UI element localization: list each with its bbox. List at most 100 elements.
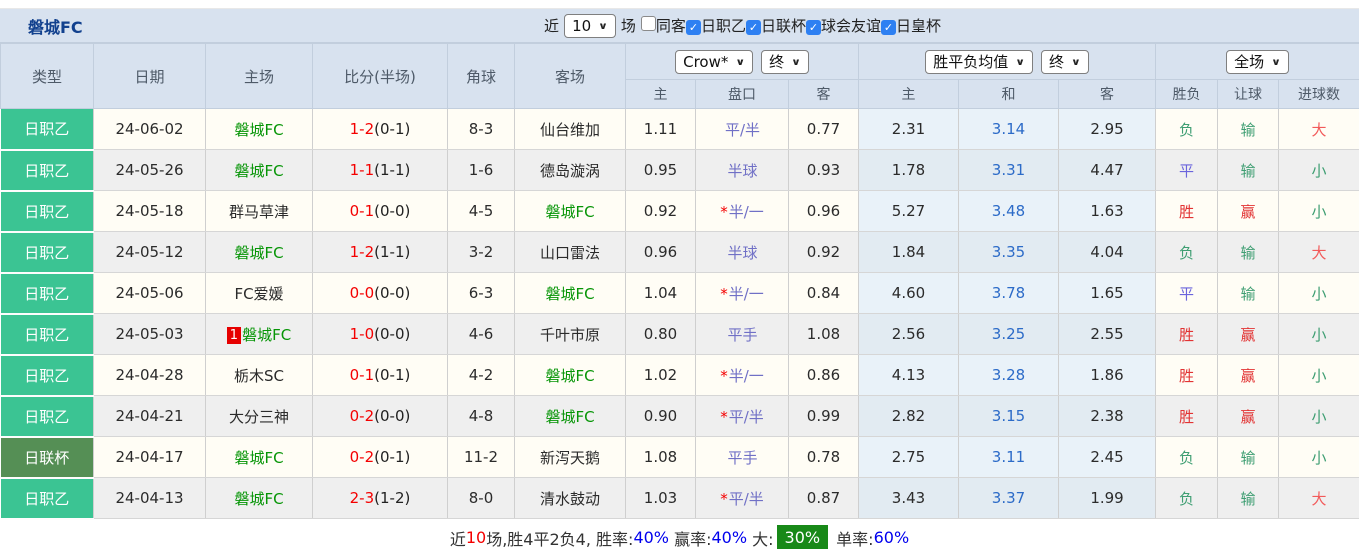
table-row: 日职乙 24-05-26 磐城FC 1-1(1-1) 1-6 德岛漩涡 0.95…	[0, 149, 1359, 192]
summary-segment: 近	[449, 529, 466, 549]
checkbox-label-球会友谊[interactable]: 球会友谊	[820, 17, 881, 35]
home-team-name[interactable]: 磐城FC	[234, 243, 284, 262]
match-count-value: 10	[572, 16, 592, 35]
avg-home-odds: 5.27	[858, 190, 959, 232]
score-cell: 1-1(1-1)	[312, 149, 448, 191]
result-wdl: 胜	[1155, 190, 1219, 232]
home-team-name[interactable]: FC爱媛	[234, 284, 284, 303]
result-handicap: 输	[1217, 436, 1280, 478]
bookmaker-select[interactable]: Crow* ∨	[675, 49, 754, 74]
line-change-star: *	[720, 407, 728, 426]
checkbox-日联杯[interactable]: ✓	[745, 20, 761, 35]
away-team-name[interactable]: 磐城FC	[545, 407, 595, 426]
away-team-name[interactable]: 新泻天鹅	[539, 448, 600, 467]
chevron-down-icon: ∨	[1271, 55, 1281, 68]
result-handicap: 赢	[1217, 354, 1280, 396]
avg-odds-select[interactable]: 胜平负均值 ∨	[925, 49, 1034, 74]
checkbox-label-日皇杯[interactable]: 日皇杯	[895, 17, 941, 35]
full-time-score: 0-1	[349, 202, 375, 220]
col-header-home: 主场	[205, 43, 313, 109]
line-change-star: *	[720, 202, 728, 221]
full-time-score: 2-3	[349, 489, 375, 507]
avg-home-odds: 2.75	[858, 436, 959, 478]
chevron-down-icon: ∨	[598, 19, 608, 32]
score-cell: 0-1(0-1)	[312, 354, 448, 396]
odds-away: 0.77	[788, 108, 859, 150]
home-team-cell: 磐城FC	[205, 149, 313, 191]
odds-away: 0.87	[788, 477, 859, 519]
league-type-badge: 日职乙	[0, 190, 94, 233]
odds-line-cell: 平/半	[695, 108, 789, 150]
away-team-name[interactable]: 磐城FC	[545, 366, 595, 385]
odds-line-cell: 平手	[695, 313, 789, 355]
half-time-score: (0-0)	[374, 325, 411, 343]
odds-line-cell: 半球	[695, 231, 789, 273]
line-change-star: *	[720, 489, 728, 508]
chevron-down-icon: ∨	[1015, 55, 1026, 68]
corner-count: 4-8	[447, 395, 515, 437]
home-team-cell: 栃木SC	[205, 354, 313, 396]
home-team-name[interactable]: 磐城FC	[242, 325, 292, 344]
away-team-name[interactable]: 磐城FC	[545, 284, 595, 303]
away-team-name[interactable]: 清水鼓动	[539, 489, 600, 508]
away-team-name[interactable]: 磐城FC	[545, 202, 595, 221]
avg-away-odds: 2.38	[1058, 395, 1157, 437]
away-team-name[interactable]: 千叶市原	[539, 325, 600, 344]
half-time-score: (0-0)	[374, 202, 411, 220]
away-team-cell: 磐城FC	[514, 190, 626, 232]
odds-home: 1.08	[625, 436, 696, 478]
away-team-name[interactable]: 德岛漩涡	[539, 161, 600, 180]
home-team-name[interactable]: 群马草津	[228, 202, 289, 221]
corner-count: 1-6	[447, 149, 515, 191]
checkbox-label-日职乙[interactable]: 日职乙	[700, 17, 746, 35]
home-team-name[interactable]: 大分三神	[228, 407, 289, 426]
result-wdl: 胜	[1155, 313, 1219, 355]
odds-time-select[interactable]: 终 ∨	[761, 49, 809, 74]
avg-time-select[interactable]: 终 ∨	[1041, 49, 1089, 74]
scope-select[interactable]: 全场 ∨	[1226, 49, 1289, 74]
full-time-score: 1-2	[349, 243, 375, 261]
avg-away-odds: 2.95	[1058, 108, 1157, 150]
full-time-score: 1-1	[349, 161, 375, 179]
home-team-name[interactable]: 磐城FC	[234, 448, 284, 467]
home-team-cell: FC爱媛	[205, 272, 313, 314]
away-team-cell: 德岛漩涡	[514, 149, 626, 191]
result-goals: 大	[1278, 108, 1359, 150]
odds-line-cell: 平手	[695, 436, 789, 478]
summary-segment: 60%	[873, 528, 910, 547]
half-time-score: (0-0)	[374, 284, 411, 302]
checkbox-日职乙[interactable]: ✓	[685, 20, 701, 35]
result-goals: 小	[1278, 190, 1359, 232]
checkbox-label-同客[interactable]: 同客	[655, 17, 686, 35]
away-team-cell: 千叶市原	[514, 313, 626, 355]
home-team-name[interactable]: 磐城FC	[234, 120, 284, 139]
full-time-score: 0-1	[349, 366, 375, 384]
half-time-score: (0-1)	[374, 448, 411, 466]
checkbox-日皇杯[interactable]: ✓	[880, 20, 896, 35]
checkbox-label-日联杯[interactable]: 日联杯	[760, 17, 806, 35]
match-date: 24-04-21	[93, 395, 206, 437]
home-team-name[interactable]: 磐城FC	[234, 489, 284, 508]
match-date: 24-04-13	[93, 477, 206, 519]
home-team-name[interactable]: 磐城FC	[234, 161, 284, 180]
home-team-cell: 磐城FC	[205, 231, 313, 273]
handicap-line: 平手	[727, 448, 758, 467]
away-team-name[interactable]: 山口雷法	[539, 243, 600, 262]
checkbox-同客[interactable]	[640, 16, 656, 31]
half-time-score: (0-0)	[374, 407, 411, 425]
half-time-score: (1-1)	[374, 161, 411, 179]
chevron-down-icon: ∨	[735, 55, 746, 68]
col-header-score: 比分(半场)	[312, 43, 448, 109]
away-team-name[interactable]: 仙台维加	[539, 120, 600, 139]
odds-line-cell: *平/半	[695, 395, 789, 437]
home-team-name[interactable]: 栃木SC	[234, 366, 284, 385]
corner-count: 8-3	[447, 108, 515, 150]
match-count-select[interactable]: 10 ∨	[564, 13, 616, 38]
summary-segment: 40%	[633, 528, 669, 547]
checkbox-球会友谊[interactable]: ✓	[805, 20, 821, 35]
handicap-line: 半球	[727, 243, 758, 262]
handicap-line: 半球	[727, 161, 758, 180]
avg-group-header: 胜平负均值 ∨ 终 ∨	[857, 43, 1157, 80]
odds-away: 0.92	[788, 231, 859, 273]
